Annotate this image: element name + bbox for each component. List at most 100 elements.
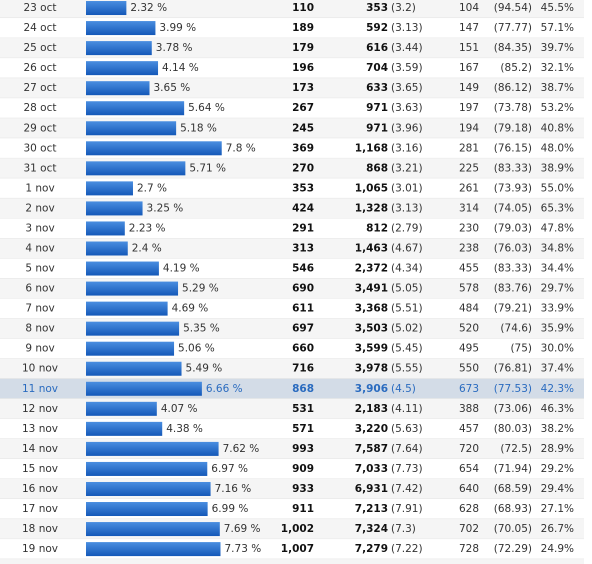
share-bar: [86, 421, 163, 436]
returning: 455: [459, 263, 479, 275]
visits: 173: [292, 82, 314, 94]
date: 6 nov: [25, 283, 54, 295]
returning-avg: (94.54): [494, 2, 532, 14]
rate: 39.7%: [541, 42, 574, 54]
share-label: 5.18 %: [180, 122, 217, 134]
share-bar: [86, 21, 156, 36]
share-label: 7.69 %: [224, 523, 261, 535]
share-bar: [86, 461, 208, 476]
share-label: 2.7 %: [137, 182, 167, 194]
date: 7 nov: [25, 303, 54, 315]
share-label: 3.99 %: [159, 22, 196, 34]
returning: 495: [459, 343, 479, 355]
share-bar: [86, 321, 180, 336]
returning-avg: (80.03): [494, 423, 532, 435]
pageviews: 3,368: [355, 303, 388, 315]
pageviews: 2,183: [355, 403, 388, 415]
returning-avg: (77.53): [494, 383, 532, 395]
pageviews-avg: (3.44): [391, 42, 423, 54]
pageviews: 7,324: [355, 523, 388, 535]
rate: 37.4%: [541, 363, 574, 375]
share-label: 2.4 %: [132, 243, 162, 255]
rate: 35.9%: [541, 323, 574, 335]
pageviews-avg: (7.22): [391, 543, 423, 555]
pageviews-avg: (3.96): [391, 122, 423, 134]
pageviews-avg: (5.02): [391, 323, 423, 335]
pageviews: 3,978: [355, 363, 388, 375]
returning-avg: (73.78): [494, 102, 532, 114]
returning: 720: [459, 443, 479, 455]
pageviews-avg: (3.2): [391, 2, 416, 14]
rate: 45.5%: [541, 2, 574, 14]
pageviews: 971: [366, 122, 388, 134]
pageviews: 1,463: [355, 243, 388, 255]
row-bg: [0, 238, 584, 259]
returning: 314: [459, 202, 479, 214]
visits: 189: [292, 22, 314, 34]
returning: 151: [459, 42, 479, 54]
returning: 197: [459, 102, 479, 114]
share-label: 7.62 %: [223, 443, 260, 455]
pageviews: 3,491: [355, 283, 388, 295]
returning-avg: (70.05): [494, 523, 532, 535]
visits: 424: [292, 202, 314, 214]
share-label: 7.8 %: [226, 142, 256, 154]
row-bg: [0, 198, 584, 219]
returning: 104: [459, 2, 479, 14]
visits: 531: [292, 403, 314, 415]
pageviews: 3,906: [355, 383, 388, 395]
pageviews: 7,587: [355, 443, 388, 455]
visits: 267: [292, 102, 314, 114]
pageviews-avg: (4.34): [391, 263, 423, 275]
date: 1 nov: [25, 182, 54, 194]
returning-avg: (83.76): [494, 283, 532, 295]
date: 26 oct: [23, 62, 56, 74]
date: 11 nov: [22, 383, 58, 395]
rate: 28.9%: [541, 443, 574, 455]
rate: 38.9%: [541, 162, 574, 174]
returning-avg: (79.03): [494, 222, 532, 234]
visits: 369: [292, 142, 314, 154]
share-bar: [86, 41, 152, 56]
date: 25 oct: [23, 42, 56, 54]
share-bar: [86, 101, 185, 116]
pageviews: 1,065: [355, 182, 388, 194]
pageviews-avg: (3.16): [391, 142, 423, 154]
date: 14 nov: [22, 443, 58, 455]
returning: 238: [459, 243, 479, 255]
pageviews-avg: (5.05): [391, 283, 423, 295]
date: 24 oct: [23, 22, 56, 34]
returning-avg: (73.06): [494, 403, 532, 415]
share-bar: [86, 81, 150, 96]
share-bar: [86, 1, 127, 16]
returning-avg: (76.15): [494, 142, 532, 154]
date: 16 nov: [22, 483, 58, 495]
date: 8 nov: [25, 323, 54, 335]
pageviews-avg: (3.65): [391, 82, 423, 94]
pageviews-avg: (7.42): [391, 483, 423, 495]
date: 3 nov: [25, 222, 54, 234]
share-bar: [86, 61, 159, 76]
pageviews: 812: [366, 222, 388, 234]
returning: 578: [459, 283, 479, 295]
returning-avg: (85.2): [500, 62, 532, 74]
rate: 29.2%: [541, 463, 574, 475]
share-label: 5.35 %: [183, 323, 220, 335]
pageviews: 3,503: [355, 323, 388, 335]
pageviews: 6,931: [355, 483, 388, 495]
rate: 46.3%: [541, 403, 574, 415]
pageviews-avg: (7.64): [391, 443, 423, 455]
share-label: 2.32 %: [130, 2, 167, 14]
date: 9 nov: [25, 343, 54, 355]
pageviews-avg: (4.11): [391, 403, 423, 415]
returning-avg: (73.93): [494, 182, 532, 194]
share-label: 7.16 %: [215, 483, 252, 495]
visits: 690: [292, 283, 314, 295]
share-bar: [86, 281, 179, 296]
visits: 660: [292, 343, 314, 355]
visits: 1,007: [281, 543, 314, 555]
returning: 457: [459, 423, 479, 435]
rate: 34.8%: [541, 243, 574, 255]
share-bar: [86, 481, 211, 496]
date: 31 oct: [23, 162, 56, 174]
